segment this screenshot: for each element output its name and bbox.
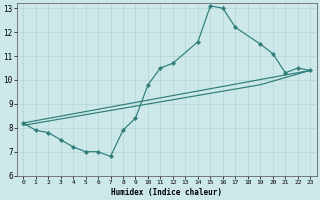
X-axis label: Humidex (Indice chaleur): Humidex (Indice chaleur) — [111, 188, 222, 197]
